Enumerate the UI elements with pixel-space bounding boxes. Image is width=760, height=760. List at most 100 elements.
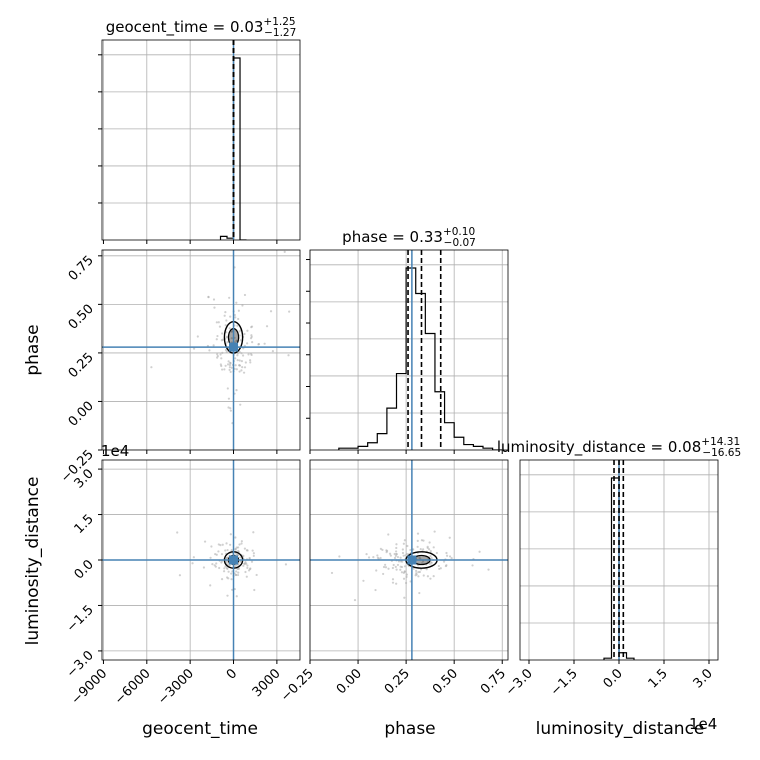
sample-point bbox=[242, 564, 245, 567]
sample-point bbox=[237, 317, 240, 321]
sample-point bbox=[250, 326, 253, 329]
panel-background bbox=[310, 250, 508, 450]
sample-point bbox=[250, 560, 254, 563]
sample-point bbox=[387, 533, 390, 536]
panel-luminosity_distance-luminosity_distance: luminosity_distance = 0.08+14.31 −16.65 −3… bbox=[497, 436, 741, 699]
sample-point bbox=[230, 578, 233, 581]
sample-point bbox=[218, 325, 222, 328]
sample-point bbox=[239, 556, 242, 559]
sample-point bbox=[405, 575, 408, 579]
sample-point bbox=[288, 310, 291, 313]
sample-point bbox=[416, 545, 419, 548]
sample-point bbox=[389, 554, 392, 557]
sample-point bbox=[269, 310, 273, 313]
sample-point bbox=[223, 314, 226, 317]
sample-point bbox=[287, 354, 290, 357]
x-axis-label-phase: phase bbox=[384, 719, 435, 739]
panel-frame bbox=[309, 249, 509, 451]
title-lower: −1.27 bbox=[264, 27, 296, 39]
sample-point bbox=[417, 575, 420, 578]
sample-point bbox=[226, 594, 229, 597]
sample-point bbox=[239, 339, 242, 342]
x-tick-label: 3.0 bbox=[691, 666, 716, 691]
sample-point bbox=[230, 366, 233, 369]
sample-point bbox=[374, 588, 377, 592]
sample-point bbox=[226, 363, 230, 366]
sample-point bbox=[192, 347, 196, 350]
sample-point bbox=[244, 361, 247, 364]
sample-point bbox=[252, 552, 255, 555]
sample-point bbox=[215, 338, 218, 341]
sample-point bbox=[240, 542, 243, 545]
sample-point bbox=[176, 531, 179, 534]
sample-point bbox=[236, 352, 240, 355]
sample-point bbox=[234, 364, 237, 367]
sample-point bbox=[401, 551, 405, 555]
sample-point bbox=[236, 324, 239, 327]
sample-point bbox=[240, 540, 243, 543]
x-tick-label: 0.00 bbox=[334, 666, 365, 697]
sample-point bbox=[385, 551, 388, 554]
sample-point bbox=[396, 555, 400, 559]
sample-point bbox=[244, 570, 247, 574]
sample-point bbox=[255, 573, 258, 577]
sample-point bbox=[228, 363, 232, 367]
panel-content bbox=[310, 250, 508, 450]
sample-point bbox=[420, 562, 424, 565]
sample-point bbox=[224, 549, 227, 552]
sample-point bbox=[243, 293, 247, 297]
sample-point bbox=[246, 342, 249, 345]
sample-point bbox=[391, 581, 395, 584]
sample-point bbox=[213, 564, 216, 567]
sample-point bbox=[238, 350, 241, 354]
sample-point bbox=[224, 248, 226, 250]
sample-point bbox=[395, 550, 398, 553]
sample-point bbox=[246, 549, 249, 552]
sample-point bbox=[382, 565, 386, 569]
y-tick-label: 0.75 bbox=[66, 253, 97, 284]
sample-point bbox=[271, 349, 274, 353]
sample-point bbox=[249, 361, 252, 364]
sample-point bbox=[403, 570, 406, 573]
sample-point bbox=[240, 369, 243, 372]
sample-point bbox=[212, 344, 215, 347]
sample-point bbox=[233, 313, 236, 317]
sample-point bbox=[226, 556, 229, 559]
sample-point bbox=[230, 549, 233, 552]
sample-point bbox=[237, 549, 240, 553]
sample-point bbox=[202, 566, 206, 569]
sample-point bbox=[439, 567, 442, 570]
title-lower: −0.07 bbox=[444, 237, 476, 249]
sample-point bbox=[241, 366, 244, 369]
sample-point bbox=[224, 565, 227, 568]
sample-point bbox=[229, 543, 232, 546]
sample-point bbox=[215, 321, 218, 324]
panel-phase-geocent_time: −0.250.000.250.500.75 bbox=[58, 248, 301, 486]
sample-point bbox=[242, 371, 246, 374]
title-lower: −16.65 bbox=[702, 447, 741, 459]
sample-point bbox=[235, 301, 238, 304]
sample-point bbox=[178, 574, 182, 577]
title-main: phase = 0.33 bbox=[342, 228, 443, 246]
x-tick-label: −6000 bbox=[112, 666, 154, 708]
sample-point bbox=[384, 566, 388, 569]
sample-point bbox=[367, 556, 371, 559]
sample-point bbox=[402, 554, 405, 557]
sample-point bbox=[395, 543, 398, 546]
sample-point bbox=[228, 296, 231, 299]
sample-point bbox=[231, 588, 234, 591]
sample-point bbox=[246, 329, 249, 332]
sample-point bbox=[220, 357, 223, 360]
sample-point bbox=[236, 567, 240, 571]
sample-point bbox=[442, 560, 446, 563]
sample-point bbox=[415, 573, 418, 576]
sample-point bbox=[216, 354, 219, 358]
sample-point bbox=[402, 542, 405, 545]
sample-point bbox=[223, 567, 226, 570]
x-tick-label: 0.75 bbox=[478, 666, 509, 697]
offset-text-y: 1e4 bbox=[101, 442, 129, 460]
sample-point bbox=[251, 549, 254, 552]
sample-point bbox=[227, 360, 230, 363]
sample-point bbox=[429, 549, 432, 553]
sample-point bbox=[263, 342, 266, 345]
